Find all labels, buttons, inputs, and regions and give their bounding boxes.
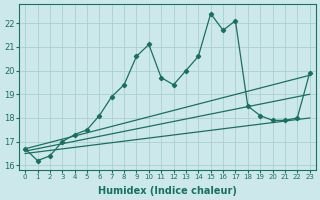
X-axis label: Humidex (Indice chaleur): Humidex (Indice chaleur): [98, 186, 237, 196]
